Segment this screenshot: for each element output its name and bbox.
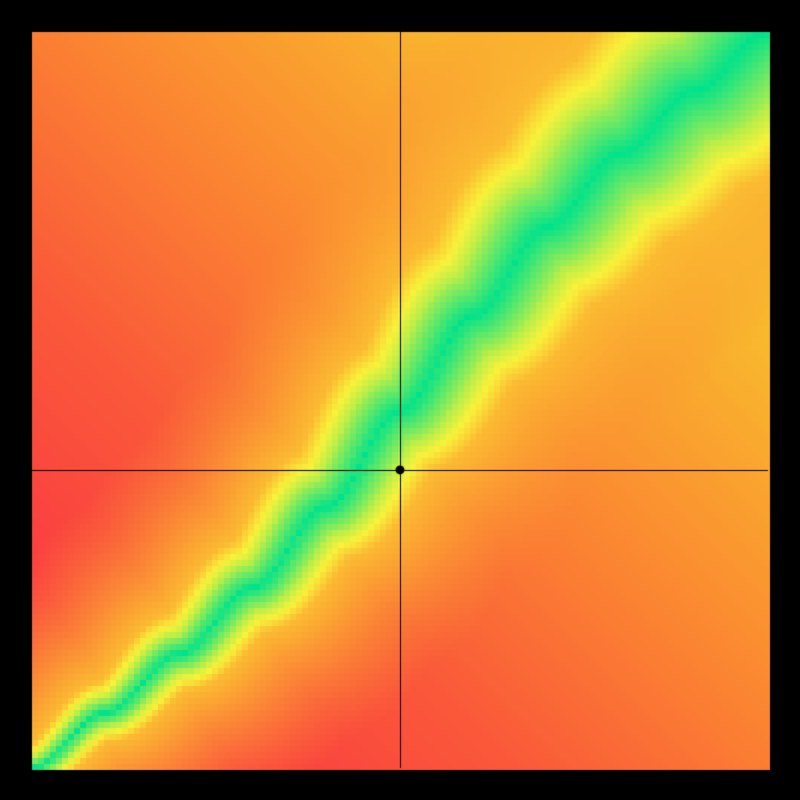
chart-container: TheBottleneck.com <box>0 0 800 800</box>
watermark-text: TheBottleneck.com <box>565 6 768 32</box>
bottleneck-heatmap-canvas <box>0 0 800 800</box>
